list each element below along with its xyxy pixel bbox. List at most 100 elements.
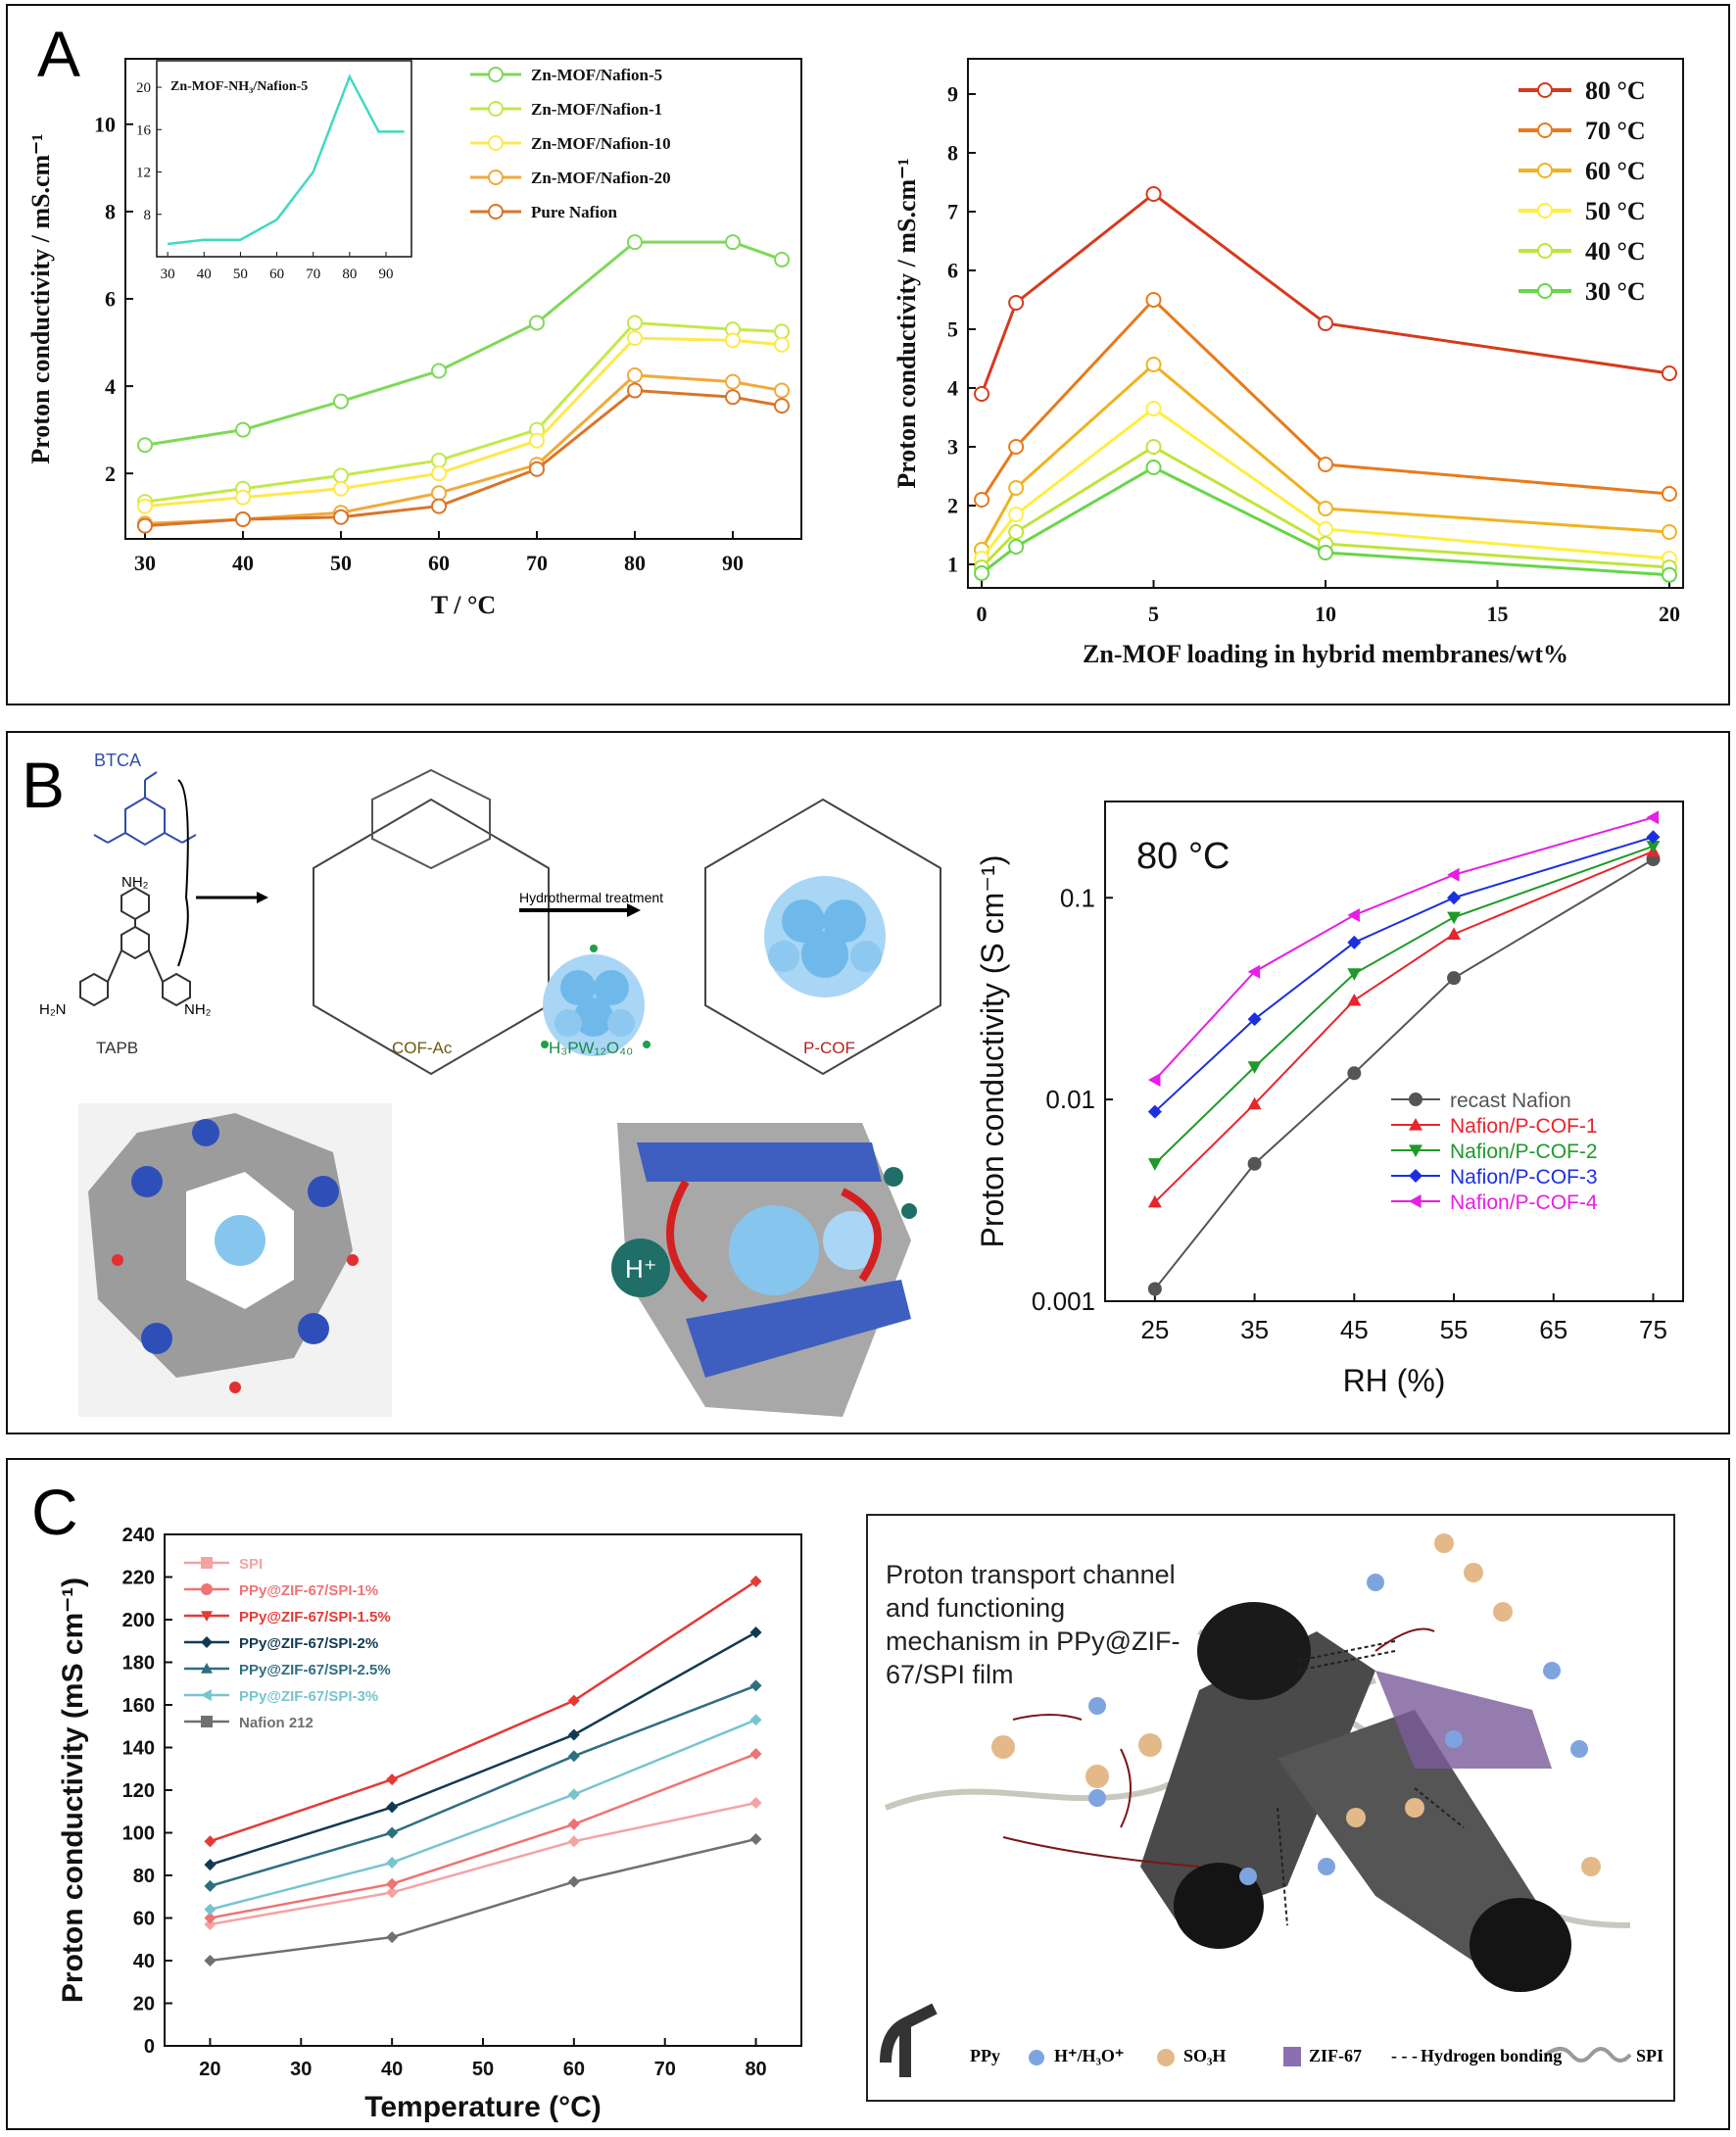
a1-inset-ytick-label: 20 [136, 80, 151, 96]
a1-point-zn-mof-nafion-1 [627, 315, 643, 331]
a2-point-40-c [1145, 439, 1162, 455]
c-point-ppy-zif-67-spi-2 [567, 1728, 580, 1741]
a2-xtick-label: 0 [977, 602, 988, 626]
b-point-nafion-p-cof-2 [1347, 968, 1362, 981]
cof-ac-label: COF-Ac [392, 1039, 453, 1057]
so3h-spheres [991, 1533, 1601, 1876]
c-legend-label: SPI [239, 1556, 263, 1573]
a1-inset-xtick-label: 70 [306, 267, 320, 282]
c-ylabel: Proton conductivity (mS cm⁻¹) [57, 1578, 89, 2003]
a1-ytick-label: 4 [105, 374, 116, 399]
a1-inset-ytick-label: 16 [136, 122, 152, 138]
pom-cluster [541, 945, 651, 1056]
a2-legend-marker [1537, 82, 1553, 98]
a1-legend-label: Zn-MOF/Nafion-10 [531, 134, 671, 153]
schematic-c-legend: PPy H⁺/H₃O⁺ SO₃H ZIF-67 - - - Hydrogen b… [866, 2046, 1675, 2075]
c-point-spi [386, 1886, 399, 1899]
bracket [177, 779, 189, 967]
a2-point-80-c [1145, 186, 1162, 202]
a1-point-zn-mof-nafion-10 [774, 336, 790, 353]
a1-series-zn-mof-nafion-1 [144, 320, 783, 504]
a1-point-zn-mof-nafion-5 [529, 315, 545, 331]
c-point-ppy-zif-67-spi-1-5 [567, 1694, 580, 1707]
b-legend-label: Nafion/P-COF-1 [1450, 1115, 1598, 1138]
a1-xtick-label: 60 [428, 551, 450, 575]
c-ytick-label: 200 [122, 1610, 155, 1631]
p-cof-framework [704, 798, 941, 1076]
a2-ytick-label: 9 [947, 82, 958, 107]
a2-ytick-label: 8 [947, 141, 958, 166]
proton-channel-3d [611, 1123, 917, 1417]
a1-series-pure-nafion [144, 389, 783, 528]
c-legend-marker [201, 1611, 213, 1622]
c-ytick-label: 180 [122, 1653, 155, 1675]
c-xtick-label: 40 [381, 2059, 403, 2080]
legend-proton: H⁺/H₃O⁺ [1054, 2046, 1125, 2065]
a1-ytick-label: 6 [105, 287, 116, 312]
a2-legend-label: 30 °C [1585, 277, 1646, 306]
a2-legend-marker [1537, 243, 1553, 259]
tapb-h2n-label: H₂N [39, 1001, 67, 1018]
c-xtick-label: 20 [199, 2059, 220, 2080]
c-legend-marker [201, 1663, 213, 1674]
a2-legend-marker [1537, 122, 1553, 138]
a2-point-70-c [1661, 486, 1677, 502]
a2-legend-marker [1537, 203, 1553, 219]
a1-inset-ytick-label: 8 [144, 208, 152, 223]
c-series-ppy-zif-67-spi-2 [210, 1630, 757, 1867]
pom-label: H₃PW₁₂O₄₀ [549, 1039, 634, 1057]
chart-a-loading: 0 5 10 15 20 1 2 3 4 5 6 7 8 9 Zn-MOF loading in hybri… [892, 58, 1684, 668]
legend-spi: SPI [1636, 2046, 1664, 2065]
a1-point-pure-nafion [333, 509, 349, 525]
b-point-nafion-p-cof-4 [1646, 810, 1660, 825]
a1-inset-xtick-label: 90 [379, 267, 394, 282]
b-ytick-label: 0.001 [1032, 1287, 1095, 1316]
a2-ylabel: Proton conductivity / mS.cm⁻¹ [892, 158, 921, 488]
c-series-spi [210, 1801, 756, 1926]
tapb-label: TAPB [96, 1039, 139, 1057]
a1-point-zn-mof-nafion-5 [627, 234, 643, 251]
c-point-spi [749, 1797, 762, 1810]
b-legend-label: recast Nafion [1450, 1090, 1571, 1112]
a2-legend-label: 40 °C [1585, 237, 1646, 266]
panel-label-b: B [22, 749, 66, 821]
b-legend-label: Nafion/P-COF-3 [1450, 1166, 1598, 1189]
a2-point-30-c [974, 565, 990, 581]
a2-legend-marker [1537, 163, 1553, 178]
b-legend-label: Nafion/P-COF-2 [1450, 1141, 1598, 1163]
c-point-spi [204, 1918, 217, 1931]
chart-a-temperature: 30 40 50 60 70 80 90 2 4 6 8 10 T / °C Proton conduct… [26, 58, 802, 619]
a2-point-80-c [974, 386, 990, 402]
p-cof-label: P-COF [803, 1039, 855, 1057]
b-point-recast-nafion [1147, 1282, 1162, 1296]
c-point-ppy-zif-67-spi-1-5 [386, 1773, 399, 1786]
b-point-nafion-p-cof-3 [1147, 1104, 1162, 1119]
b-point-nafion-p-cof-2 [1147, 1158, 1162, 1171]
b-xtick-label: 25 [1140, 1315, 1169, 1344]
a2-point-70-c [1008, 439, 1025, 455]
c-xtick-label: 70 [654, 2059, 676, 2080]
c-legend-marker [201, 1557, 213, 1569]
a2-ytick-label: 5 [947, 317, 958, 342]
a1-xtick-label: 90 [722, 551, 744, 575]
b-xtick-label: 45 [1340, 1315, 1369, 1344]
a1-legend-label: Zn-MOF/Nafion-5 [531, 66, 662, 84]
b-point-nafion-p-cof-1 [1347, 993, 1362, 1006]
a1-legend-marker [488, 170, 504, 185]
a2-point-60-c [1008, 480, 1025, 496]
c-legend-label: Nafion 212 [239, 1715, 313, 1731]
a2-point-30-c [1008, 539, 1025, 555]
a1-inset-xtick-label: 80 [342, 267, 357, 282]
legend-icons [880, 2003, 1632, 2077]
a1-point-zn-mof-nafion-5 [431, 363, 447, 379]
a2-point-70-c [974, 492, 990, 508]
c-ytick-label: 140 [122, 1738, 155, 1760]
b-xtick-label: 55 [1440, 1315, 1469, 1344]
a2-point-30-c [1145, 460, 1162, 475]
a2-point-30-c [1318, 545, 1333, 560]
a2-point-30-c [1661, 566, 1677, 583]
a1-point-pure-nafion [774, 398, 790, 414]
c-legend-marker [201, 1689, 212, 1701]
c-point-ppy-zif-67-spi-3 [749, 1714, 762, 1726]
b-point-nafion-p-cof-4 [1247, 964, 1261, 979]
